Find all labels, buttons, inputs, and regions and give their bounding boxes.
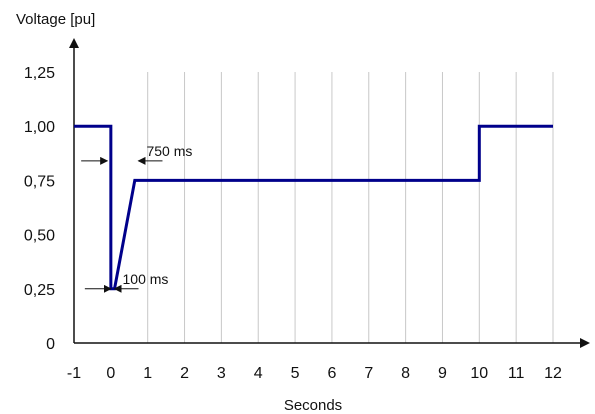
x-axis-title: Seconds <box>284 397 342 414</box>
y-tick-label: 0,75 <box>24 173 55 190</box>
y-tick-label: 0,25 <box>24 282 55 299</box>
series-layer <box>74 124 553 291</box>
annotation-layer: 750 ms 100 ms <box>81 143 192 293</box>
x-tick-label: 7 <box>364 365 373 382</box>
annotation-label: 100 ms <box>123 271 169 287</box>
x-tick-label: 10 <box>470 365 488 382</box>
grid-layer <box>147 72 554 343</box>
annotation-label: 750 ms <box>146 143 192 159</box>
x-tick-label: 12 <box>544 365 562 382</box>
y-axis-title: Voltage [pu] <box>16 11 95 28</box>
axis-layer <box>69 38 590 348</box>
x-tick-label: 2 <box>180 365 189 382</box>
y-tick-label: 0,50 <box>24 228 55 245</box>
x-tick-label: 4 <box>254 365 263 382</box>
x-tick-label: 3 <box>217 365 226 382</box>
y-tick-label: 0 <box>46 336 55 353</box>
y-tick-label: 1,00 <box>24 119 55 136</box>
x-tick-label: 11 <box>508 365 525 382</box>
y-tick-label: 1,25 <box>24 65 55 82</box>
x-tick-label: 5 <box>291 365 300 382</box>
x-tick-label: 9 <box>438 365 447 382</box>
x-tick-label: -1 <box>67 365 81 382</box>
x-tick-label: 0 <box>106 365 115 382</box>
x-tick-label: 8 <box>401 365 410 382</box>
x-tick-label: 6 <box>327 365 336 382</box>
voltage-series-line <box>74 124 553 291</box>
x-tick-label: 1 <box>143 365 152 382</box>
